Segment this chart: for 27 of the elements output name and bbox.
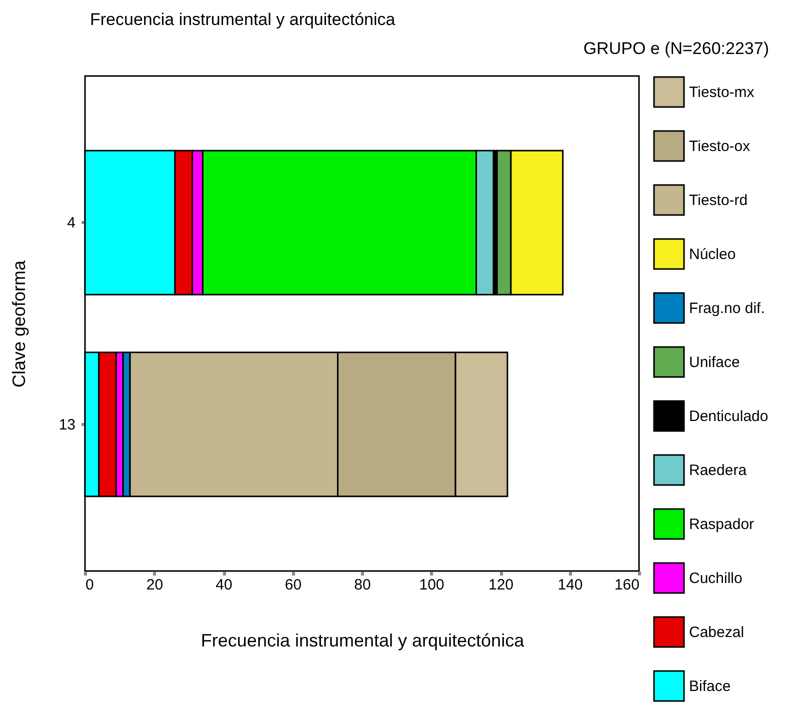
legend-label: Tiesto-ox (689, 138, 751, 155)
chart-title: Frecuencia instrumental y arquitectónica (90, 10, 396, 30)
x-axis-title: Frecuencia instrumental y arquitectónica (200, 630, 526, 650)
x-tick-label: 140 (558, 576, 583, 594)
text: GRUPO e (N=260:2237) (583, 39, 769, 58)
x-tick-label: 100 (419, 576, 444, 594)
legend-label: Frag.no dif. (689, 300, 765, 317)
y-tick-label: 13 (58, 416, 76, 434)
legend-label: Tiesto-rd (689, 192, 748, 209)
x-tick-label: 20 (146, 576, 164, 594)
legend-label: Cuchillo (689, 570, 742, 587)
x-tick-label: 60 (284, 576, 302, 594)
x-tick-label: 40 (216, 576, 232, 594)
legend-label: Uniface (689, 354, 740, 371)
x-tick-label: 0 (86, 576, 94, 594)
legend-label: Biface (689, 678, 731, 695)
legend-label: Raspador (689, 516, 754, 533)
legend-label: Denticulado (689, 408, 768, 425)
legend-label: Cabezal (689, 624, 744, 641)
legend-label: Núcleo (689, 246, 736, 263)
legend-label: Tiesto-mx (689, 84, 755, 101)
y-tick-label: 4 (67, 214, 76, 232)
legend-label: Raedera (689, 462, 748, 479)
x-tick-label: 160 (614, 576, 640, 594)
x-tick-label: 80 (354, 576, 371, 594)
y-axis-title: Clave geoforma (8, 259, 29, 388)
x-tick-label: 120 (488, 576, 514, 594)
